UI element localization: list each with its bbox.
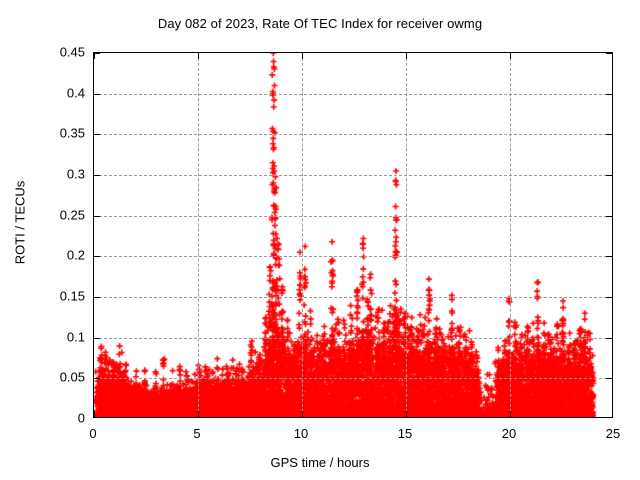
y-axis-tick-label: 0 xyxy=(77,410,85,426)
x-axis-tick xyxy=(406,53,407,59)
gridline-horizontal xyxy=(94,378,612,380)
y-axis-tick-label: 0.35 xyxy=(59,125,85,141)
gridline-vertical xyxy=(406,53,407,417)
x-axis-label: GPS time / hours xyxy=(270,455,370,470)
y-axis-tick-label: 0.15 xyxy=(59,288,85,304)
y-axis-tick xyxy=(606,175,612,176)
plot-area xyxy=(93,52,613,418)
y-axis-tick-label: 0.25 xyxy=(59,207,85,223)
gridline-horizontal xyxy=(94,297,612,298)
chart-title: Day 082 of 2023, Rate Of TEC Index for r… xyxy=(157,16,483,31)
x-axis-tick-label: 10 xyxy=(293,426,309,441)
y-axis-tick-labels: 0 0.05 0.1 0.15 0.2 0.25 0.3 0.35 0.4 0.45 xyxy=(23,45,85,426)
y-axis-tick xyxy=(606,93,612,95)
gridline-horizontal xyxy=(94,93,612,95)
y-axis-tick xyxy=(94,175,100,176)
y-axis-tick xyxy=(94,256,100,258)
gridline-horizontal xyxy=(94,215,612,217)
gridline-horizontal xyxy=(94,337,612,339)
y-axis-tick xyxy=(94,53,100,54)
y-axis-tick-label: 0.3 xyxy=(66,166,85,182)
y-axis-tick-label: 0.45 xyxy=(59,44,85,60)
y-axis-tick-label: 0.2 xyxy=(66,247,85,263)
x-axis-tick-labels: 0 5 10 15 20 25 xyxy=(89,426,620,446)
x-axis-tick xyxy=(302,411,303,417)
y-axis-tick xyxy=(606,134,612,136)
y-axis-tick xyxy=(606,297,612,298)
y-axis-tick xyxy=(94,337,100,339)
y-axis-tick xyxy=(606,215,612,217)
gridline-vertical xyxy=(302,53,303,417)
y-axis-tick xyxy=(94,378,100,380)
x-axis-tick xyxy=(94,411,95,417)
y-axis-tick-label: 0.05 xyxy=(59,369,85,385)
x-axis-tick-label: 25 xyxy=(605,426,621,441)
gridline-vertical xyxy=(510,53,511,417)
scatter-data-layer xyxy=(94,53,612,417)
x-axis-tick-label: 5 xyxy=(193,426,201,441)
y-axis-tick xyxy=(94,215,100,217)
x-axis-tick xyxy=(94,53,95,59)
y-axis-tick xyxy=(94,93,100,95)
gridline-horizontal xyxy=(94,256,612,258)
gridline-horizontal xyxy=(94,175,612,176)
x-axis-tick xyxy=(302,53,303,59)
x-axis-tick xyxy=(510,53,511,59)
x-axis-tick xyxy=(510,411,511,417)
y-axis-tick xyxy=(606,337,612,339)
y-axis-tick xyxy=(606,256,612,258)
y-axis-tick xyxy=(94,134,100,136)
x-axis-tick xyxy=(406,411,407,417)
x-axis-tick-label: 20 xyxy=(501,426,517,441)
y-axis-tick xyxy=(606,378,612,380)
gridline-vertical xyxy=(198,53,199,417)
x-axis-tick xyxy=(198,411,199,417)
x-axis-tick-label: 0 xyxy=(89,426,97,441)
y-axis-tick xyxy=(606,53,612,54)
x-axis-tick xyxy=(198,53,199,59)
x-axis-tick-label: 15 xyxy=(397,426,413,441)
y-axis-tick xyxy=(94,297,100,298)
y-axis-tick-label: 0.4 xyxy=(66,85,85,101)
gridline-horizontal xyxy=(94,134,612,136)
y-axis-tick-label: 0.1 xyxy=(66,329,85,345)
